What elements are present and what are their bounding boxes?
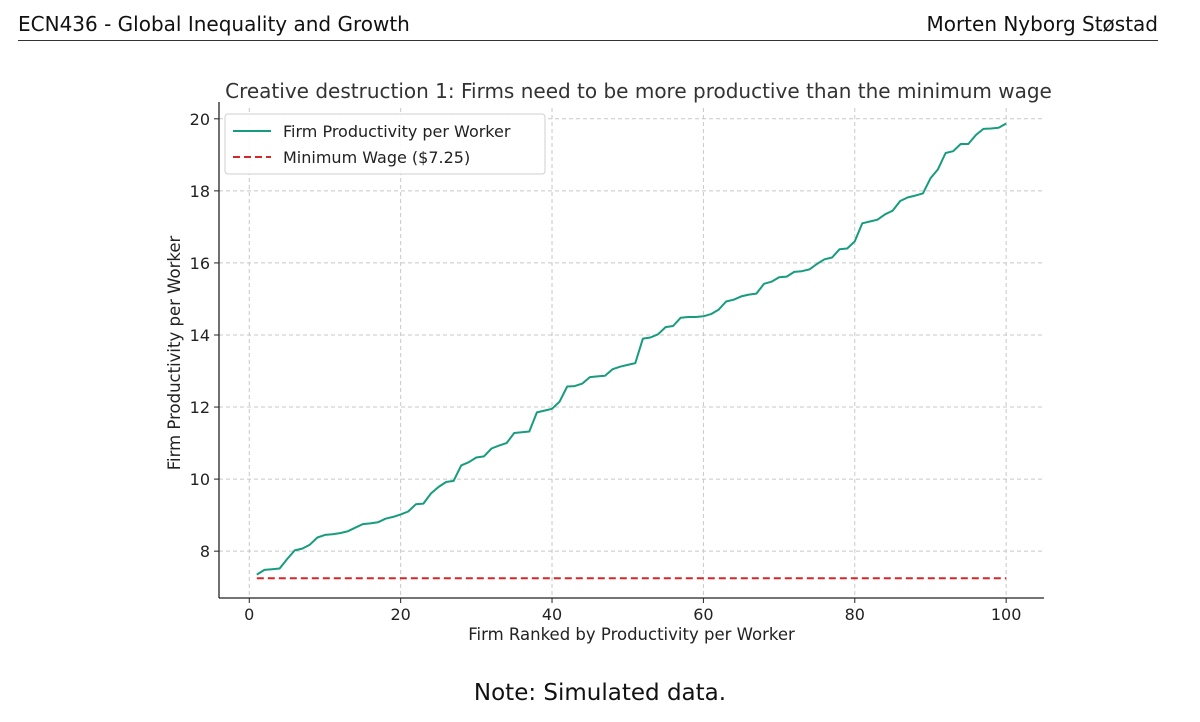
x-tick-label: 100 [991, 605, 1022, 624]
x-tick-label: 60 [693, 605, 713, 624]
footer-note: Note: Simulated data. [473, 680, 727, 706]
y-tick-label: 14 [190, 326, 210, 345]
y-tick-label: 20 [190, 110, 210, 129]
x-tick-label: 20 [390, 605, 410, 624]
chart-title: Creative destruction 1: Firms need to be… [225, 79, 1052, 103]
x-tick-label: 0 [244, 605, 254, 624]
y-axis-label: Firm Productivity per Worker [165, 236, 184, 471]
y-tick-label: 12 [190, 398, 210, 417]
legend-label: Firm Productivity per Worker [283, 122, 511, 141]
y-tick-label: 8 [200, 542, 210, 561]
slide-header: ECN436 - Global Inequality and Growth Mo… [18, 8, 1158, 41]
legend-label: Minimum Wage ($7.25) [283, 148, 470, 167]
author-name: Morten Nyborg Støstad [926, 12, 1158, 36]
y-tick-label: 18 [190, 182, 210, 201]
y-tick-label: 16 [190, 254, 210, 273]
x-tick-label: 80 [845, 605, 865, 624]
y-tick-label: 10 [190, 470, 210, 489]
productivity-line [256, 122, 1007, 576]
course-title: ECN436 - Global Inequality and Growth [18, 12, 410, 36]
x-tick-label: 40 [542, 605, 562, 624]
x-axis-label: Firm Ranked by Productivity per Worker [468, 625, 795, 644]
legend-box [224, 113, 546, 175]
